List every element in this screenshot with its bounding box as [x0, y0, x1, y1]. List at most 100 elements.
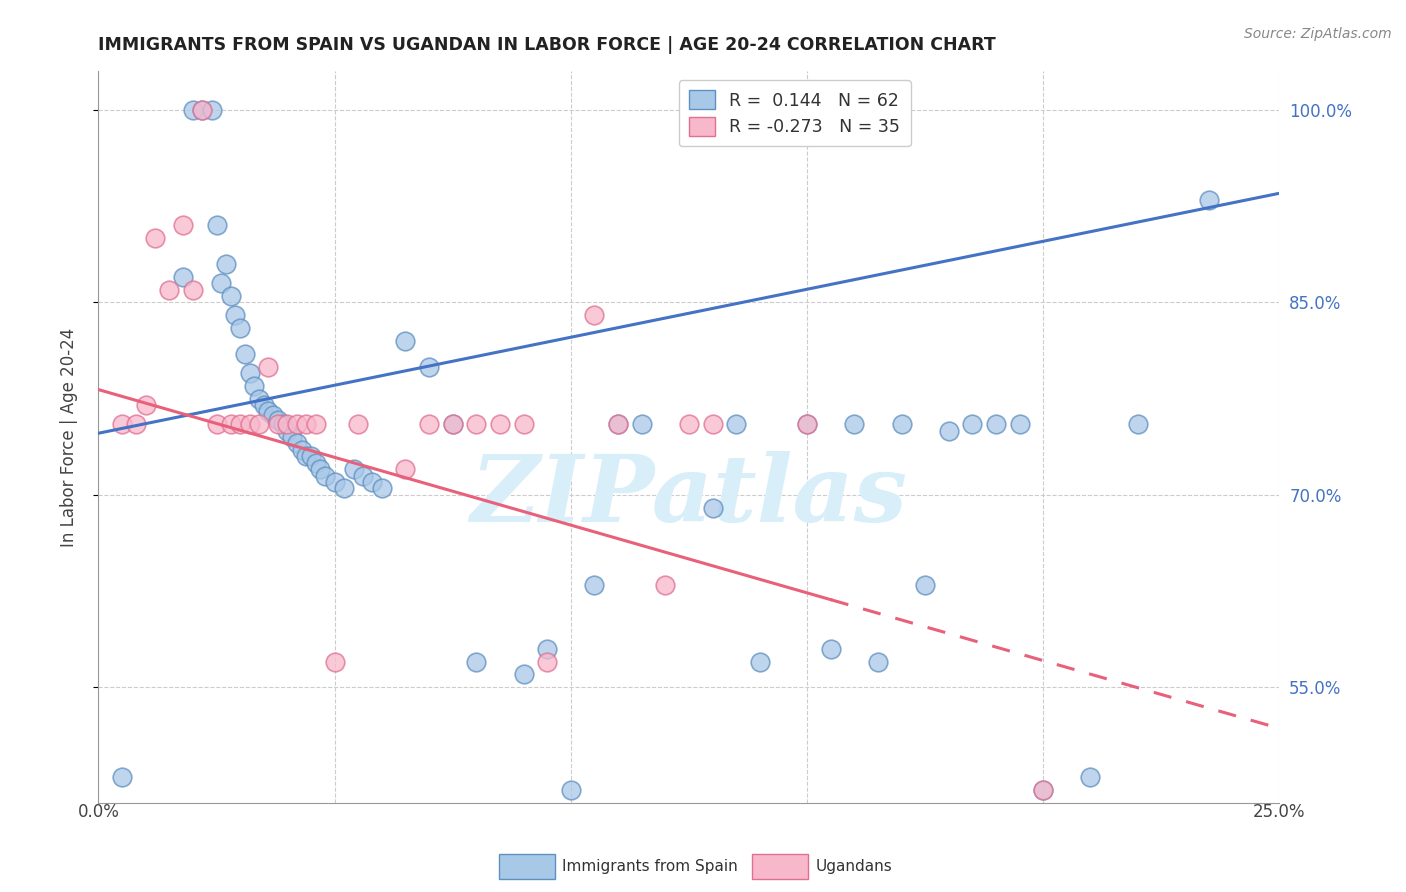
Point — [1032, 783, 1054, 797]
Point — [583, 577, 606, 591]
Point — [1080, 770, 1102, 784]
Point — [191, 103, 214, 117]
Point — [239, 366, 262, 380]
Point — [247, 417, 270, 432]
Point — [1126, 417, 1149, 432]
Point — [560, 783, 582, 797]
Point — [224, 308, 246, 322]
Point — [914, 577, 936, 591]
Point — [1032, 783, 1054, 797]
Legend: R =  0.144   N = 62, R = -0.273   N = 35: R = 0.144 N = 62, R = -0.273 N = 35 — [679, 80, 911, 146]
Point — [267, 413, 290, 427]
Point — [748, 655, 770, 669]
Point — [323, 475, 346, 489]
Point — [281, 430, 304, 444]
Point — [215, 257, 238, 271]
Point — [257, 359, 280, 374]
Point — [181, 103, 204, 117]
Point — [271, 417, 294, 432]
Text: Ugandans: Ugandans — [815, 859, 893, 873]
Point — [333, 482, 356, 496]
Point — [295, 417, 318, 432]
Point — [441, 417, 464, 432]
Point — [205, 417, 228, 432]
Point — [678, 417, 700, 432]
Point — [111, 770, 134, 784]
Point — [1008, 417, 1031, 432]
Point — [209, 276, 232, 290]
Point — [962, 417, 984, 432]
Point — [820, 641, 842, 656]
Y-axis label: In Labor Force | Age 20-24: In Labor Force | Age 20-24 — [59, 327, 77, 547]
Point — [796, 417, 818, 432]
Point — [630, 417, 652, 432]
Point — [342, 462, 364, 476]
Point — [143, 231, 166, 245]
Point — [201, 103, 224, 117]
Point — [347, 417, 370, 432]
Point — [229, 321, 252, 335]
Point — [654, 577, 676, 591]
Point — [418, 359, 440, 374]
Point — [465, 655, 488, 669]
Point — [253, 398, 276, 412]
Point — [191, 103, 214, 117]
Point — [233, 346, 256, 360]
Point — [394, 462, 416, 476]
Point — [111, 417, 134, 432]
Point — [309, 462, 332, 476]
Point — [394, 334, 416, 348]
Text: Immigrants from Spain: Immigrants from Spain — [562, 859, 738, 873]
Point — [285, 436, 308, 450]
Point — [323, 655, 346, 669]
Point — [305, 417, 328, 432]
Point — [938, 424, 960, 438]
Point — [262, 409, 284, 423]
Point — [172, 219, 194, 233]
Point — [489, 417, 512, 432]
Point — [512, 417, 534, 432]
Point — [229, 417, 252, 432]
Point — [135, 398, 157, 412]
Point — [257, 404, 280, 418]
Point — [441, 417, 464, 432]
Point — [512, 667, 534, 681]
Point — [984, 417, 1007, 432]
Point — [361, 475, 384, 489]
Point — [796, 417, 818, 432]
Point — [247, 392, 270, 406]
Text: IMMIGRANTS FROM SPAIN VS UGANDAN IN LABOR FORCE | AGE 20-24 CORRELATION CHART: IMMIGRANTS FROM SPAIN VS UGANDAN IN LABO… — [98, 36, 997, 54]
Point — [465, 417, 488, 432]
Point — [607, 417, 630, 432]
Point — [536, 655, 558, 669]
Text: Source: ZipAtlas.com: Source: ZipAtlas.com — [1244, 27, 1392, 41]
Point — [866, 655, 889, 669]
Point — [157, 283, 180, 297]
Text: 25.0%: 25.0% — [1253, 803, 1306, 821]
Point — [314, 468, 336, 483]
Point — [219, 289, 242, 303]
Point — [890, 417, 912, 432]
Point — [1198, 193, 1220, 207]
Point — [371, 482, 394, 496]
Point — [290, 442, 312, 457]
Point — [219, 417, 242, 432]
Point — [276, 424, 298, 438]
Point — [418, 417, 440, 432]
Point — [243, 378, 266, 392]
Point — [305, 456, 328, 470]
Point — [125, 417, 148, 432]
Point — [295, 450, 318, 464]
Point — [536, 641, 558, 656]
Point — [299, 450, 322, 464]
Point — [352, 468, 374, 483]
Point — [607, 417, 630, 432]
Text: ZIPatlas: ZIPatlas — [471, 450, 907, 541]
Point — [725, 417, 748, 432]
Point — [702, 500, 724, 515]
Point — [172, 269, 194, 284]
Point — [267, 417, 290, 432]
Point — [239, 417, 262, 432]
Point — [844, 417, 866, 432]
Point — [285, 417, 308, 432]
